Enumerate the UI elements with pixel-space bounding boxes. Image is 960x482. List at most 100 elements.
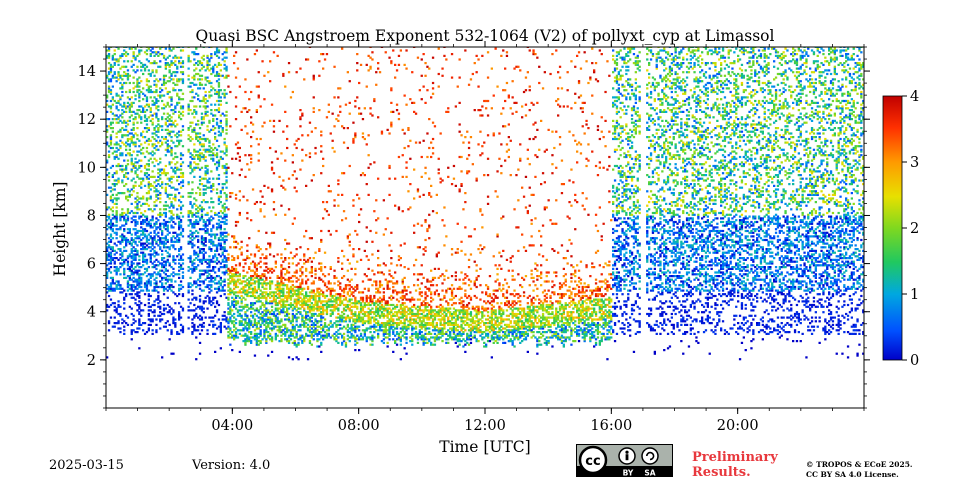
heatmap-cell xyxy=(267,322,270,325)
heatmap-cell xyxy=(145,146,149,150)
heatmap-cell xyxy=(162,78,166,81)
heatmap-cell xyxy=(121,238,124,242)
heatmap-cell xyxy=(153,285,156,289)
heatmap-cell xyxy=(354,325,357,328)
heatmap-cell xyxy=(170,193,173,196)
heatmap-cell xyxy=(295,343,298,346)
heatmap-cell xyxy=(151,90,154,94)
heatmap-cell xyxy=(278,300,281,303)
heatmap-cell xyxy=(161,141,164,144)
heatmap-cell xyxy=(164,174,167,177)
heatmap-cell xyxy=(234,322,238,325)
heatmap-cell xyxy=(189,136,192,139)
heatmap-cell xyxy=(119,284,122,287)
heatmap-cell xyxy=(191,76,194,79)
heatmap-cell xyxy=(208,316,211,319)
heatmap-cell xyxy=(193,323,196,326)
heatmap-cell xyxy=(214,163,217,166)
heatmap-cell xyxy=(168,69,171,72)
heatmap-cell xyxy=(208,287,211,290)
heatmap-cell xyxy=(176,273,179,276)
heatmap-cell xyxy=(223,137,226,141)
heatmap-cell xyxy=(361,307,365,310)
heatmap-cell xyxy=(147,159,150,162)
heatmap-cell xyxy=(145,248,149,251)
heatmap-cell xyxy=(293,275,296,278)
heatmap-cell xyxy=(297,287,300,290)
heatmap-cell xyxy=(164,136,167,139)
heatmap-cell xyxy=(210,303,213,307)
heatmap-cell xyxy=(115,244,118,247)
heatmap-cell xyxy=(280,266,283,269)
heatmap-cell xyxy=(191,204,194,207)
heatmap-cell xyxy=(341,314,344,317)
heatmap-cell xyxy=(341,249,344,252)
heatmap-cell xyxy=(206,271,209,274)
heatmap-cell xyxy=(132,276,135,279)
heatmap-cell xyxy=(310,334,313,337)
heatmap-cell xyxy=(214,103,217,106)
heatmap-cell xyxy=(318,309,321,312)
heatmap-cell xyxy=(157,305,160,308)
heatmap-cell xyxy=(335,302,338,305)
heatmap-cell xyxy=(145,217,149,220)
heatmap-cell xyxy=(297,311,300,314)
heatmap-cell xyxy=(354,314,357,317)
heatmap-cell xyxy=(337,320,340,323)
heatmap-cell xyxy=(284,334,287,337)
heatmap-cell xyxy=(197,231,200,234)
heatmap-cell xyxy=(234,303,238,307)
heatmap-cell xyxy=(348,280,351,283)
heatmap-cell xyxy=(267,294,270,298)
heatmap-cell xyxy=(130,244,133,247)
heatmap-cell xyxy=(333,276,336,279)
heatmap-cell xyxy=(179,267,183,270)
heatmap-cell xyxy=(312,329,315,332)
heatmap-cell xyxy=(320,307,323,310)
heatmap-cell xyxy=(335,340,338,343)
heatmap-cell xyxy=(142,109,145,112)
heatmap-cell xyxy=(195,136,198,139)
heatmap-cell xyxy=(117,101,120,104)
heatmap-cell xyxy=(255,323,258,326)
heatmap-cell xyxy=(204,83,207,86)
heatmap-cell xyxy=(157,118,160,121)
heatmap-cell xyxy=(261,322,264,325)
heatmap-cell xyxy=(225,249,228,252)
heatmap-cell xyxy=(240,334,243,337)
heatmap-cell xyxy=(117,157,120,160)
heatmap-cell xyxy=(312,331,315,334)
heatmap-cell xyxy=(181,181,185,184)
heatmap-cell xyxy=(316,334,319,337)
heatmap-cell xyxy=(259,275,262,278)
heatmap-cell xyxy=(339,318,342,321)
heatmap-cell xyxy=(240,298,243,301)
heatmap-cell xyxy=(191,235,194,238)
heatmap-cell xyxy=(181,229,185,233)
heatmap-cell xyxy=(210,242,213,245)
heatmap-cell xyxy=(179,71,183,74)
heatmap-cell xyxy=(162,312,166,316)
heatmap-cell xyxy=(210,53,213,56)
heatmap-cell xyxy=(145,58,149,61)
heatmap-cell xyxy=(354,229,357,233)
heatmap-cell xyxy=(278,175,281,178)
heatmap-cell xyxy=(123,81,126,85)
heatmap-cell xyxy=(172,56,175,59)
heatmap-cell xyxy=(198,175,202,178)
heatmap-cell xyxy=(193,110,196,113)
heatmap-cell xyxy=(219,282,222,285)
heatmap-cell xyxy=(195,112,198,115)
heatmap-cell xyxy=(178,110,181,113)
heatmap-cell xyxy=(287,276,291,279)
heatmap-cell xyxy=(172,320,175,323)
heatmap-cell xyxy=(179,280,183,283)
heatmap-cell xyxy=(130,202,133,205)
heatmap-cell xyxy=(117,177,120,180)
heatmap-cell xyxy=(316,325,319,328)
heatmap-cell xyxy=(117,181,120,184)
heatmap-cell xyxy=(312,107,315,110)
heatmap-cell xyxy=(161,278,164,281)
heatmap-cell xyxy=(195,208,198,211)
heatmap-cell xyxy=(128,143,131,146)
